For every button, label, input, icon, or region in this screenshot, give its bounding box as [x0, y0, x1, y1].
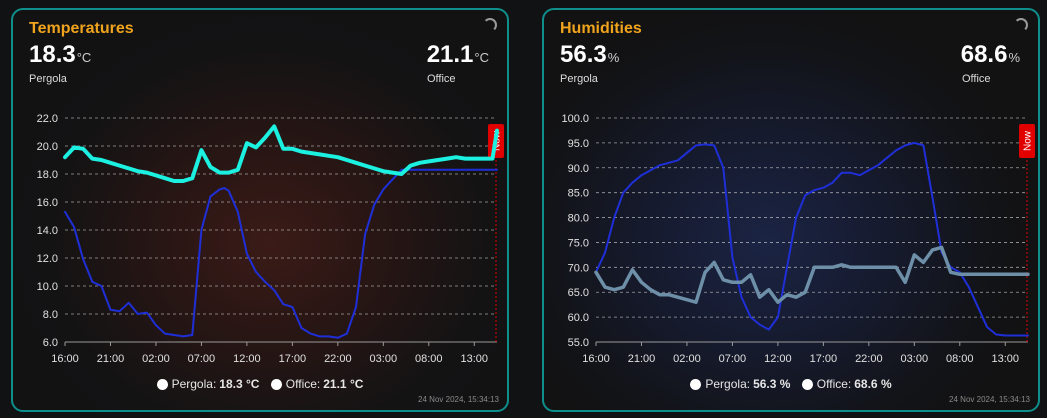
x-tick-label: 21:00	[628, 353, 656, 365]
pergola-label: Pergola	[29, 73, 67, 85]
now-marker-badge	[1019, 124, 1035, 158]
x-tick-label: 13:00	[460, 353, 488, 365]
y-tick-label: 65.0	[568, 287, 589, 299]
unit-label: %	[607, 50, 620, 65]
y-tick-label: 85.0	[568, 188, 589, 200]
office-label: Office	[427, 73, 456, 85]
x-tick-label: 22:00	[324, 353, 352, 365]
legend-dot-icon	[690, 378, 702, 390]
y-tick-label: 95.0	[568, 138, 589, 150]
pergola-label: Pergola	[560, 73, 598, 85]
series-line-office[interactable]	[594, 245, 1030, 304]
now-marker-label: Now	[1023, 130, 1034, 151]
x-tick-label: 03:00	[901, 353, 929, 365]
y-tick-label: 22.0	[37, 113, 58, 125]
legend-item-pergola[interactable]: Pergola: 18.3 °C	[156, 377, 259, 391]
legend-dot-icon	[270, 378, 282, 390]
card-title: Humidities	[560, 20, 642, 37]
pergola-temperature-value[interactable]: 18.3°C	[29, 41, 92, 68]
last-updated-timestamp: 24 Nov 2024, 15:34:13	[949, 395, 1030, 404]
series-line-pergola[interactable]	[64, 168, 498, 339]
office-label: Office	[962, 73, 991, 85]
y-tick-label: 8.0	[43, 309, 58, 321]
x-tick-label: 16:00	[51, 353, 79, 365]
unit-label: °C	[474, 50, 489, 65]
x-tick-label: 03:00	[370, 353, 398, 365]
unit-label: °C	[76, 50, 92, 65]
x-tick-label: 16:00	[582, 353, 610, 365]
unit-label: %	[1008, 50, 1020, 65]
y-tick-label: 75.0	[568, 237, 589, 249]
pergola-humidity-value[interactable]: 56.3%	[560, 41, 620, 68]
y-tick-label: 6.0	[43, 337, 58, 349]
x-tick-label: 21:00	[97, 353, 125, 365]
y-tick-label: 16.0	[37, 197, 58, 209]
y-tick-label: 90.0	[568, 163, 589, 175]
temperature-chart[interactable]: 6.0 8.0 10.0 12.0 14.0 16.0 18.0 20.0 22.0 16:00 2…	[13, 10, 509, 412]
x-tick-label: 02:00	[142, 353, 170, 365]
x-tick-label: 17:00	[810, 353, 838, 365]
series-line-office[interactable]	[63, 124, 499, 183]
y-tick-label: 10.0	[37, 281, 58, 293]
legend-dot-icon	[801, 378, 813, 390]
y-tick-label: 60.0	[568, 312, 589, 324]
y-tick-label: 20.0	[37, 141, 58, 153]
x-tick-label: 12:00	[233, 353, 261, 365]
legend-item-office[interactable]: Office: 21.1 °C	[270, 377, 363, 391]
x-tick-label: 17:00	[279, 353, 307, 365]
legend-dot-icon	[156, 378, 168, 390]
series-line-pergola[interactable]	[595, 141, 1029, 337]
x-tick-label: 02:00	[673, 353, 701, 365]
loading-spinner-icon	[1014, 18, 1028, 32]
y-tick-label: 100.0	[561, 113, 589, 125]
y-tick-label: 70.0	[568, 262, 589, 274]
y-tick-label: 80.0	[568, 213, 589, 225]
y-tick-label: 14.0	[37, 225, 58, 237]
y-tick-label: 18.0	[37, 169, 58, 181]
chart-legend: Pergola: 56.3 % Office: 68.6 %	[544, 377, 1038, 393]
chart-legend: Pergola: 18.3 °C Office: 21.1 °C	[13, 377, 507, 393]
y-tick-label: 55.0	[568, 337, 589, 349]
legend-item-pergola[interactable]: Pergola: 56.3 %	[690, 377, 790, 391]
x-tick-label: 22:00	[855, 353, 883, 365]
humidities-card[interactable]: Humidities 56.3% Pergola 68.6% Office 55…	[542, 8, 1040, 412]
x-tick-label: 08:00	[946, 353, 974, 365]
legend-item-office[interactable]: Office: 68.6 %	[801, 377, 892, 391]
loading-spinner-icon	[483, 18, 497, 32]
card-title: Temperatures	[29, 20, 134, 37]
last-updated-timestamp: 24 Nov 2024, 15:34:13	[418, 395, 499, 404]
x-tick-label: 07:00	[719, 353, 747, 365]
x-tick-label: 07:00	[188, 353, 216, 365]
x-tick-label: 08:00	[415, 353, 443, 365]
humidity-chart[interactable]: 55.0 60.0 65.0 70.0 75.0 80.0 85.0 90.0 95.0 100.…	[544, 10, 1040, 412]
y-tick-label: 12.0	[37, 253, 58, 265]
x-tick-label: 13:00	[991, 353, 1019, 365]
temperatures-card[interactable]: Temperatures 18.3°C Pergola 21.1°C Offic…	[11, 8, 509, 412]
office-humidity-value[interactable]: 68.6%	[960, 41, 1020, 68]
x-tick-label: 12:00	[764, 353, 792, 365]
office-temperature-value[interactable]: 21.1°C	[426, 41, 489, 68]
